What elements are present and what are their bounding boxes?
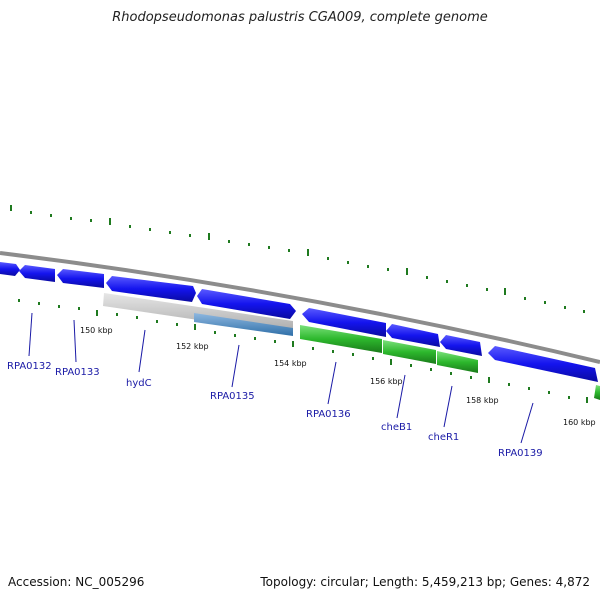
green-feature-3[interactable] — [437, 351, 478, 373]
gene-label-rpa0139[interactable]: RPA0139 — [498, 448, 543, 459]
tick-label-160: 160 kbp — [563, 418, 596, 427]
tick-label-156: 156 kbp — [370, 377, 403, 386]
gene-label-hydc[interactable]: hydC — [126, 378, 152, 389]
inner-feature-bands — [103, 293, 600, 400]
inner-tick-ring — [18, 299, 588, 403]
green-feature-1[interactable] — [300, 325, 382, 353]
genome-summary-text: Topology: circular; Length: 5,459,213 bp… — [260, 575, 590, 589]
gene-labels: RPA0132 RPA0133 hydC RPA0135 RPA0136 che… — [7, 361, 543, 459]
cds-arrow-9[interactable] — [488, 346, 598, 382]
cds-arrow-1[interactable] — [0, 262, 20, 276]
tick-label-152: 152 kbp — [176, 342, 209, 351]
green-feature-4[interactable] — [594, 385, 600, 400]
gene-label-rpa0133[interactable]: RPA0133 — [55, 367, 100, 378]
cds-arrow-6[interactable] — [302, 308, 386, 337]
scale-labels: 150 kbp 152 kbp 154 kbp 156 kbp 158 kbp … — [80, 326, 596, 427]
cds-arrow-3[interactable] — [57, 269, 104, 288]
cds-arrow-4[interactable] — [106, 276, 196, 302]
gene-leader-lines — [28, 312, 534, 444]
tick-label-150: 150 kbp — [80, 326, 113, 335]
gene-label-cheb1[interactable]: cheB1 — [381, 422, 412, 433]
gene-label-rpa0132[interactable]: RPA0132 — [7, 361, 52, 372]
gene-label-cher1[interactable]: cheR1 — [428, 432, 459, 443]
green-feature-2[interactable] — [383, 340, 436, 364]
map-title: Rhodopseudomonas palustris CGA009, compl… — [112, 10, 488, 25]
genome-backbone — [0, 251, 600, 364]
accession-text: Accession: NC_005296 — [8, 575, 145, 589]
tick-label-154: 154 kbp — [274, 359, 307, 368]
gene-label-rpa0136[interactable]: RPA0136 — [306, 409, 351, 420]
tick-label-158: 158 kbp — [466, 396, 499, 405]
forward-strand-genes — [0, 262, 598, 382]
outer-tick-ring — [10, 205, 585, 313]
steel-feature[interactable] — [194, 313, 293, 336]
gene-label-rpa0135[interactable]: RPA0135 — [210, 391, 255, 402]
cds-arrow-7[interactable] — [386, 324, 440, 347]
cds-arrow-5[interactable] — [197, 289, 296, 319]
cds-arrow-8[interactable] — [440, 335, 482, 356]
cds-arrow-2[interactable] — [19, 265, 55, 282]
